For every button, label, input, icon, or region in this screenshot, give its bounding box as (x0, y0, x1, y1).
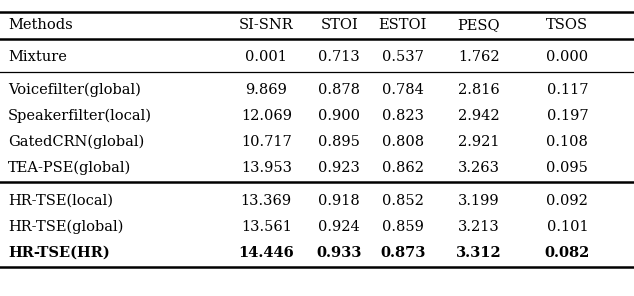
Text: 0.895: 0.895 (318, 135, 360, 149)
Text: 0.784: 0.784 (382, 83, 424, 97)
Text: 0.900: 0.900 (318, 109, 360, 123)
Text: 3.213: 3.213 (458, 220, 500, 234)
Text: 14.446: 14.446 (238, 246, 294, 260)
Text: SI-SNR: SI-SNR (239, 18, 294, 32)
Text: STOI: STOI (320, 18, 358, 32)
Text: 13.561: 13.561 (241, 220, 292, 234)
Text: 3.263: 3.263 (458, 161, 500, 175)
Text: 3.199: 3.199 (458, 194, 500, 208)
Text: 2.816: 2.816 (458, 83, 500, 97)
Text: 12.069: 12.069 (241, 109, 292, 123)
Text: 9.869: 9.869 (245, 83, 287, 97)
Text: 0.873: 0.873 (380, 246, 425, 260)
Text: 13.369: 13.369 (241, 194, 292, 208)
Text: 0.095: 0.095 (547, 161, 588, 175)
Text: 0.000: 0.000 (547, 50, 588, 65)
Text: 0.918: 0.918 (318, 194, 360, 208)
Text: Mixture: Mixture (8, 50, 67, 65)
Text: Methods: Methods (8, 18, 73, 32)
Text: 3.312: 3.312 (456, 246, 501, 260)
Text: 13.953: 13.953 (241, 161, 292, 175)
Text: 0.082: 0.082 (545, 246, 590, 260)
Text: 0.924: 0.924 (318, 220, 360, 234)
Text: 0.117: 0.117 (547, 83, 588, 97)
Text: 0.092: 0.092 (547, 194, 588, 208)
Text: 0.878: 0.878 (318, 83, 360, 97)
Text: 2.942: 2.942 (458, 109, 500, 123)
Text: Voicefilter(global): Voicefilter(global) (8, 83, 141, 97)
Text: Speakerfilter(local): Speakerfilter(local) (8, 109, 152, 123)
Text: 10.717: 10.717 (241, 135, 292, 149)
Text: 1.762: 1.762 (458, 50, 500, 65)
Text: 0.852: 0.852 (382, 194, 424, 208)
Text: 0.933: 0.933 (316, 246, 362, 260)
Text: 0.001: 0.001 (245, 50, 287, 65)
Text: HR-TSE(HR): HR-TSE(HR) (8, 246, 110, 260)
Text: 0.823: 0.823 (382, 109, 424, 123)
Text: ESTOI: ESTOI (378, 18, 427, 32)
Text: 0.101: 0.101 (547, 220, 588, 234)
Text: 0.537: 0.537 (382, 50, 424, 65)
Text: 0.859: 0.859 (382, 220, 424, 234)
Text: PESQ: PESQ (457, 18, 500, 32)
Text: HR-TSE(global): HR-TSE(global) (8, 220, 124, 234)
Text: HR-TSE(local): HR-TSE(local) (8, 194, 113, 208)
Text: TSOS: TSOS (547, 18, 588, 32)
Text: 0.923: 0.923 (318, 161, 360, 175)
Text: 0.713: 0.713 (318, 50, 360, 65)
Text: 0.108: 0.108 (547, 135, 588, 149)
Text: 0.808: 0.808 (382, 135, 424, 149)
Text: TEA-PSE(global): TEA-PSE(global) (8, 161, 131, 175)
Text: 0.197: 0.197 (547, 109, 588, 123)
Text: GatedCRN(global): GatedCRN(global) (8, 135, 145, 149)
Text: 2.921: 2.921 (458, 135, 500, 149)
Text: 0.862: 0.862 (382, 161, 424, 175)
